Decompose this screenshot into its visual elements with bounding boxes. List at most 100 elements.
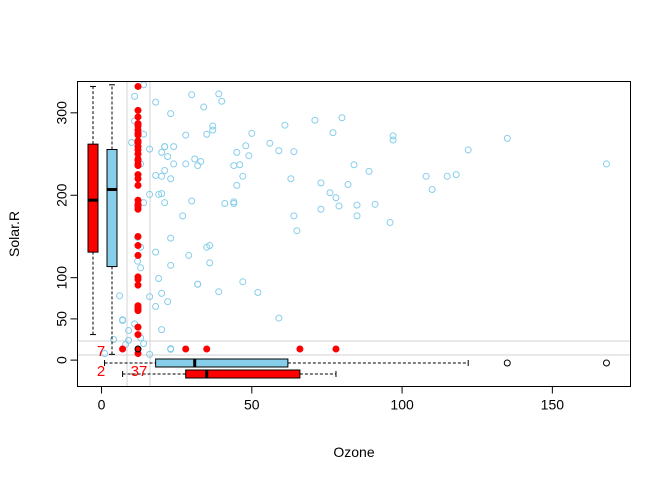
data-point (158, 148, 166, 156)
data-point (290, 212, 298, 220)
x-axis-label: Ozone (333, 444, 374, 460)
missing-solar-point (203, 345, 211, 353)
solar-observed-boxplot (106, 84, 118, 355)
data-point (230, 200, 238, 207)
y-tick-label: 100 (54, 266, 70, 290)
data-point (350, 161, 358, 169)
data-point (119, 316, 127, 324)
data-point (206, 259, 214, 267)
data-point (125, 326, 133, 334)
data-point (275, 314, 283, 322)
outlier-point (602, 359, 610, 367)
data-point (167, 261, 175, 269)
data-point (389, 136, 397, 144)
data-point (134, 257, 142, 265)
data-point (161, 143, 169, 151)
both-missing-point (134, 345, 142, 353)
data-point (194, 162, 202, 170)
data-point (146, 145, 154, 153)
data-point (203, 243, 211, 251)
boxplot-layer (87, 84, 610, 379)
data-point (281, 121, 289, 129)
data-point (386, 218, 394, 226)
box (155, 358, 289, 368)
data-point (371, 200, 379, 208)
data-point (164, 298, 172, 306)
data-point (128, 139, 136, 146)
data-point (188, 91, 196, 99)
data-point (353, 201, 361, 209)
missing-ozone-point (134, 273, 142, 281)
data-point (215, 90, 223, 98)
data-point (158, 326, 166, 334)
data-point (203, 130, 211, 138)
missing-ozone-point (134, 323, 142, 331)
data-point (158, 190, 166, 198)
data-point (389, 132, 397, 140)
data-point (167, 234, 175, 242)
missing-ozone-point (134, 242, 142, 250)
data-point (236, 161, 244, 169)
data-point (293, 227, 301, 235)
data-point (137, 264, 145, 272)
missing-ozone-point (134, 171, 142, 179)
data-point (344, 181, 352, 189)
data-point (428, 185, 436, 193)
data-point (167, 175, 175, 183)
missing-ozone-point (134, 181, 142, 189)
data-point (290, 148, 298, 156)
data-point (161, 167, 169, 175)
both-missing-count: 2 (97, 363, 105, 380)
data-point (182, 160, 190, 168)
missing-margin-layer (77, 81, 631, 387)
data-point (197, 157, 205, 165)
missing-ozone-point (134, 137, 142, 145)
data-point (353, 212, 361, 220)
data-point (233, 181, 241, 189)
data-point (146, 293, 154, 301)
data-point (365, 167, 373, 175)
y-tick-label: 200 (54, 183, 70, 207)
missing-ozone-point (134, 251, 142, 259)
box (185, 369, 301, 379)
data-point (194, 280, 202, 288)
data-point (140, 130, 148, 138)
data-point (131, 92, 139, 100)
data-point (101, 350, 109, 358)
solar-missing-count: 7 (97, 343, 105, 360)
data-point (335, 202, 343, 210)
data-point (338, 114, 346, 122)
missing-solar-point (332, 345, 340, 353)
box (87, 143, 99, 253)
data-point (152, 248, 160, 256)
data-point (332, 194, 340, 202)
missing-solar-point (182, 345, 190, 353)
data-point (158, 172, 166, 180)
data-point (218, 97, 226, 105)
data-point (230, 162, 238, 170)
data-point (503, 134, 511, 142)
axes-layer: 0 50 100 150 0 50 100 200 300 (54, 101, 565, 413)
data-point (275, 147, 283, 155)
y-tick-label: 50 (54, 311, 70, 327)
points-layer (101, 81, 610, 358)
data-point (254, 289, 262, 297)
data-point (200, 103, 208, 111)
data-point (152, 171, 160, 179)
data-point (155, 190, 163, 198)
data-point (167, 110, 175, 118)
y-tick-label: 0 (54, 356, 70, 364)
data-point (233, 148, 241, 156)
missing-ozone-point (134, 113, 142, 121)
outlier-point (503, 359, 511, 367)
data-point (170, 160, 178, 168)
x-tick-label: 0 (98, 397, 106, 413)
data-point (191, 155, 199, 163)
data-point (239, 278, 247, 286)
data-point (422, 172, 430, 180)
data-point (146, 350, 154, 358)
data-point (311, 116, 319, 124)
missing-ozone-point (134, 302, 142, 310)
x-tick-label: 100 (390, 397, 414, 413)
data-point (152, 98, 160, 106)
